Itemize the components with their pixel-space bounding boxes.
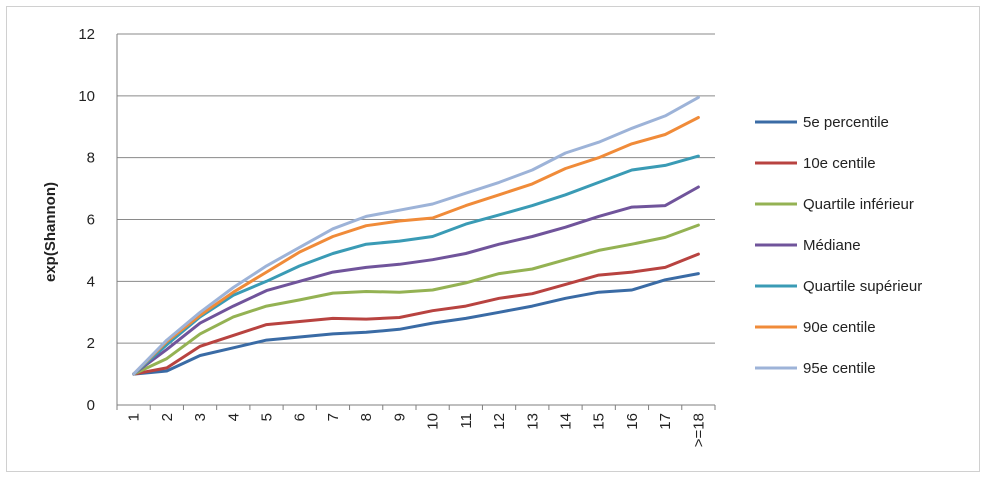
x-tick-label: >=18 [690, 413, 707, 447]
x-tick-label: 11 [458, 413, 475, 429]
legend-label: 5e percentile [803, 114, 889, 131]
legend-item: 10e centile [755, 155, 876, 172]
x-tick-label: 5 [259, 413, 276, 421]
x-tick-label: 17 [657, 413, 674, 430]
y-tick-label: 2 [87, 335, 95, 352]
legend-label: 90e centile [803, 319, 876, 336]
axes [116, 34, 716, 410]
series-line-2 [132, 252, 700, 376]
y-axis-label: exp(Shannon) [42, 182, 59, 282]
legend-item: 90e centile [755, 319, 876, 336]
x-tick-label: 10 [425, 413, 442, 430]
legend-label: Quartile inférieur [803, 196, 914, 213]
x-tick-labels: 1 2 3 4 5 6 7 8 9 10 11 12 13 14 15 16 17 >=18 [126, 413, 708, 447]
y-tick-label: 4 [87, 273, 95, 290]
x-tick-label: 9 [391, 413, 408, 421]
legend-item: Médiane [755, 237, 861, 254]
legend-label: Médiane [803, 237, 861, 254]
x-tick-label: 3 [192, 413, 209, 421]
x-tick-label: 12 [491, 413, 508, 430]
legend-label: 95e centile [803, 360, 876, 377]
x-tick-label: 14 [558, 413, 575, 430]
legend-item: Quartile supérieur [755, 278, 922, 295]
series-line-4 [132, 185, 700, 376]
series-line-7 [132, 95, 700, 376]
legend-item: 5e percentile [755, 114, 889, 131]
y-tick-label: 12 [78, 26, 95, 43]
x-tick-label: 8 [358, 413, 375, 421]
legend-label: 10e centile [803, 155, 876, 172]
legend-label: Quartile supérieur [803, 278, 922, 295]
y-tick-label: 8 [87, 150, 95, 167]
x-tick-label: 6 [292, 413, 309, 421]
series-line-3 [132, 223, 700, 376]
series-line-6 [132, 116, 700, 376]
y-tick-label: 10 [78, 88, 95, 105]
gridlines [117, 33, 715, 406]
x-tick-label: 7 [325, 413, 342, 421]
legend: 5e percentile 10e centile Quartile inférie… [755, 114, 922, 377]
legend-item: 95e centile [755, 360, 876, 377]
chart-area: 0 2 4 6 8 10 12 1 2 3 4 5 6 7 8 9 10 11 12 13 14 15 16 17 >=18 … [6, 6, 980, 472]
x-tick-label: 4 [225, 413, 242, 421]
x-tick-label: 13 [524, 413, 541, 430]
y-tick-label: 6 [87, 212, 95, 229]
x-tick-label: 16 [624, 413, 641, 430]
x-tick-label: 2 [159, 413, 176, 421]
y-tick-labels: 0 2 4 6 8 10 12 [78, 26, 95, 414]
x-tick-label: 1 [126, 413, 143, 421]
series-line-5 [132, 154, 700, 376]
series-line-1 [132, 272, 700, 376]
x-tick-label: 15 [591, 413, 608, 430]
y-tick-label: 0 [87, 397, 95, 414]
legend-item: Quartile inférieur [755, 196, 914, 213]
series-lines [132, 95, 700, 376]
